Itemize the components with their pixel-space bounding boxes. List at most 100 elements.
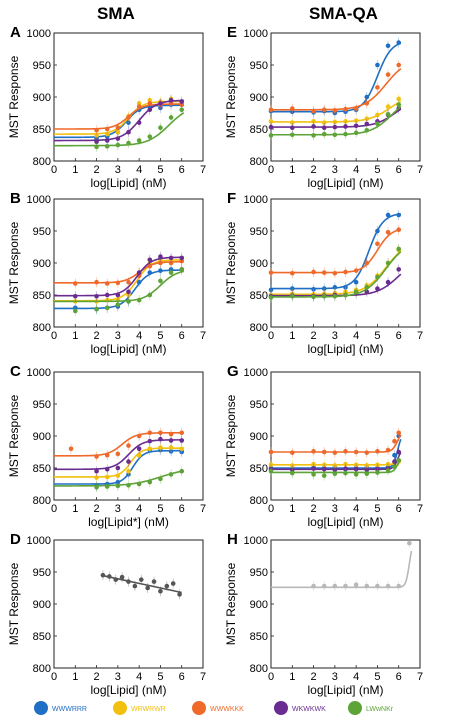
data-point-wkwkwk	[115, 292, 121, 298]
data-point-lwwnkr	[353, 289, 359, 295]
x-axis-label: log[Lipid] (nM)	[90, 683, 166, 697]
data-point-wwwkkk	[353, 449, 359, 455]
chart-panel-b: B 0 1 2 3 4 5 6 7 800 850 900 950 1000 log[Lipid] (nM)…	[7, 190, 206, 356]
data-point-lwwnkr	[353, 472, 359, 477]
y-axis-label: MST Response	[7, 394, 21, 477]
y-tick-label: 850	[250, 463, 268, 475]
data-point-wkwkwk	[72, 293, 78, 299]
data-point-wrwrwr	[168, 445, 174, 450]
data-point-lwwnkr	[104, 305, 110, 311]
data-point-lwwnkr	[353, 130, 359, 136]
x-axis-label: log[Lipid] (nM)	[307, 176, 383, 190]
legend-marker	[34, 701, 48, 715]
legend-marker	[113, 701, 127, 715]
x-tick-label: 0	[51, 503, 57, 515]
data-point-lwwnkr	[332, 132, 338, 138]
data-point-wkwkwk	[332, 124, 338, 130]
data-point-wwwkkk	[321, 270, 327, 275]
data-point-lwwnkr	[321, 583, 327, 589]
data-point-wkwkwk	[126, 129, 131, 135]
data-point-wkwkwk	[126, 459, 131, 464]
x-tick-label: 4	[353, 671, 359, 683]
x-tick-label: 3	[115, 671, 121, 683]
x-tick-label: 2	[94, 503, 100, 515]
data-point-lwwnkr	[177, 592, 182, 597]
panel-letter: G	[227, 363, 239, 380]
data-point-wwwkkk	[147, 430, 153, 436]
data-point-wwwkkk	[168, 431, 174, 437]
y-tick-label: 900	[250, 599, 268, 611]
data-point-lwwnkr	[396, 458, 402, 463]
data-point-lwwnkr	[343, 131, 348, 137]
fit-curve-wwwrrr	[271, 42, 402, 113]
data-point-wwwkkk	[392, 438, 397, 444]
data-point-wwwkkk	[385, 447, 391, 453]
x-tick-label: 0	[268, 671, 274, 683]
x-tick-label: 3	[332, 164, 338, 176]
data-point-lwwnkr	[364, 127, 370, 133]
data-point-lwwnkr	[289, 132, 295, 138]
y-tick-label: 800	[33, 663, 51, 675]
data-point-lwwnkr	[364, 285, 370, 290]
legend-label: WKWKWK	[292, 706, 326, 713]
data-point-wkwkwk	[268, 124, 274, 130]
data-point-lwwnkr	[375, 121, 380, 127]
x-tick-label: 7	[417, 503, 423, 515]
y-tick-label: 800	[33, 495, 51, 507]
data-point-wrwrwr	[385, 104, 391, 109]
data-point-wwwkkk	[311, 269, 316, 275]
data-point-wwwkkk	[321, 107, 327, 113]
data-point-lwwnkr	[321, 473, 327, 478]
data-point-wrwrwr	[136, 452, 142, 458]
y-tick-label: 1000	[27, 194, 51, 206]
x-tick-label: 5	[157, 503, 163, 515]
x-tick-label: 1	[289, 671, 295, 683]
data-point-lwwnkr	[115, 142, 121, 148]
data-point-wkwkwk	[104, 138, 110, 143]
y-tick-label: 800	[33, 156, 51, 168]
chart-panel-h: H 0 1 2 3 4 5 6 7 800 850 900 950 1000 log[Lipid] (nM)…	[224, 531, 423, 697]
data-point-lwwnkr	[126, 579, 131, 584]
data-point-wwwrrr	[375, 62, 380, 68]
panel-letter: A	[10, 24, 21, 41]
data-point-wrwrwr	[115, 473, 121, 478]
data-point-wwwrrr	[268, 287, 274, 293]
data-point-wrwrwr	[343, 119, 348, 124]
data-point-wkwkwk	[158, 254, 163, 259]
x-tick-label: 5	[374, 671, 380, 683]
data-point-wrwrwr	[353, 118, 359, 123]
data-point-wwwkkk	[158, 260, 163, 266]
data-point-wwwkkk	[289, 450, 295, 455]
x-tick-label: 2	[94, 330, 100, 342]
data-point-wkwkwk	[147, 257, 153, 263]
data-point-wwwkkk	[364, 260, 370, 266]
x-tick-label: 0	[268, 503, 274, 515]
data-point-wwwrrr	[385, 212, 391, 218]
data-point-wkwkwk	[158, 101, 163, 106]
x-tick-label: 7	[200, 330, 206, 342]
chart-panel-f: F 0 1 2 3 4 5 6 7 800 850 900 950 1000 log[Lipid] (nM)…	[224, 190, 423, 356]
data-point-lwwnkr	[375, 470, 380, 475]
x-tick-label: 3	[115, 330, 121, 342]
x-tick-label: 6	[396, 330, 402, 342]
x-tick-label: 1	[72, 671, 78, 683]
y-axis-label: MST Response	[224, 221, 238, 304]
data-point-lwwnkr	[396, 102, 402, 107]
y-tick-label: 950	[33, 399, 51, 411]
data-point-lwwnkr	[136, 297, 142, 303]
data-point-lwwnkr	[311, 472, 316, 477]
data-point-lwwnkr	[321, 293, 327, 299]
data-point-lwwnkr	[126, 299, 131, 304]
data-point-wkwkwk	[321, 466, 327, 472]
x-tick-label: 7	[200, 164, 206, 176]
data-point-wkwkwk	[385, 279, 391, 285]
data-point-lwwnkr	[364, 471, 370, 477]
data-point-lwwnkr	[94, 144, 99, 150]
data-point-wwwrrr	[396, 212, 402, 218]
data-point-wwwrrr	[147, 270, 153, 275]
y-axis-label: MST Response	[224, 562, 238, 645]
data-point-wwwrrr	[353, 279, 359, 285]
y-tick-label: 850	[33, 124, 51, 136]
panel-letter: E	[227, 24, 237, 41]
x-tick-label: 6	[179, 330, 185, 342]
